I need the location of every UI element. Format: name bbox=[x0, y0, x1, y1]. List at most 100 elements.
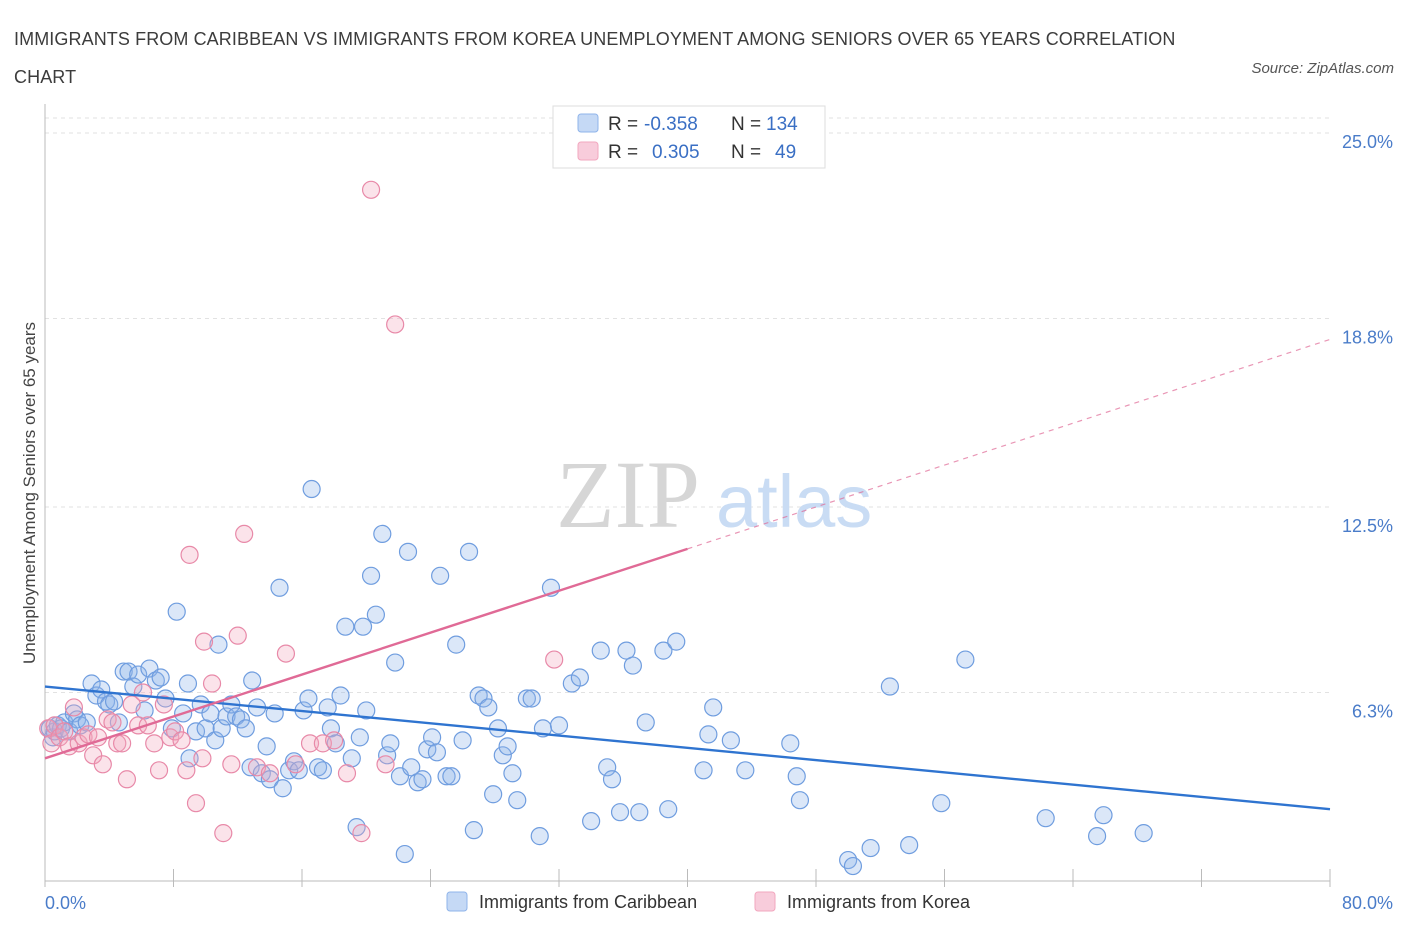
data-point bbox=[386, 653, 405, 672]
data-point bbox=[654, 641, 673, 660]
bottom-legend: Immigrants from Caribbean Immigrants fro… bbox=[446, 891, 971, 912]
y-tick-labels: 6.3% 12.5% 18.8% 25.0% bbox=[1342, 132, 1393, 722]
data-point bbox=[194, 632, 214, 651]
data-point bbox=[129, 665, 148, 684]
data-point bbox=[787, 767, 806, 786]
data-point bbox=[861, 838, 880, 858]
data-point bbox=[437, 767, 456, 786]
data-point bbox=[522, 689, 541, 708]
data-point bbox=[228, 626, 247, 645]
watermark-zip: ZIP bbox=[556, 441, 700, 548]
trend-line bbox=[44, 547, 688, 760]
data-point bbox=[366, 605, 385, 624]
data-point bbox=[100, 695, 119, 714]
data-point bbox=[459, 542, 479, 561]
data-point bbox=[900, 835, 919, 855]
trend-line-extension bbox=[687, 338, 1331, 550]
data-point bbox=[276, 644, 296, 663]
data-point bbox=[161, 728, 180, 747]
data-point bbox=[602, 770, 622, 789]
data-point bbox=[484, 785, 503, 804]
data-point bbox=[427, 743, 447, 762]
data-point bbox=[300, 734, 320, 753]
data-point bbox=[260, 764, 279, 783]
data-point bbox=[464, 821, 483, 840]
data-point bbox=[172, 731, 191, 750]
watermark: ZIP atlas bbox=[556, 441, 872, 548]
data-point bbox=[373, 524, 392, 544]
data-point bbox=[469, 686, 488, 705]
data-point bbox=[839, 850, 858, 870]
data-point bbox=[361, 180, 381, 199]
data-point bbox=[162, 719, 181, 738]
data-point bbox=[326, 734, 345, 753]
data-point bbox=[133, 683, 153, 702]
grid-lines bbox=[45, 117, 1330, 693]
data-point bbox=[112, 734, 132, 753]
series-korea-points bbox=[39, 180, 564, 843]
data-point bbox=[503, 764, 522, 783]
bottom-legend-label-caribbean: Immigrants from Caribbean bbox=[479, 892, 697, 912]
data-point bbox=[932, 794, 951, 813]
data-point bbox=[591, 641, 610, 660]
data-point bbox=[376, 755, 395, 774]
chart-title: IMMIGRANTS FROM CARIBBEAN VS IMMIGRANTS … bbox=[14, 29, 1176, 87]
data-point bbox=[395, 844, 414, 864]
data-point bbox=[694, 761, 713, 780]
data-point bbox=[699, 725, 718, 744]
data-point bbox=[408, 773, 427, 792]
data-point bbox=[453, 731, 472, 750]
data-point bbox=[1087, 827, 1107, 846]
data-point bbox=[413, 770, 432, 789]
data-point bbox=[352, 824, 371, 843]
legend-swatch-caribbean bbox=[577, 113, 599, 133]
data-point bbox=[180, 545, 199, 564]
data-point bbox=[302, 479, 321, 499]
data-point bbox=[167, 602, 186, 621]
data-point bbox=[517, 689, 536, 708]
data-point bbox=[92, 680, 111, 699]
chart-source: Source: ZipAtlas.com bbox=[1251, 60, 1394, 77]
data-point bbox=[843, 856, 863, 876]
data-point bbox=[214, 824, 233, 843]
data-point bbox=[402, 758, 421, 777]
data-point bbox=[347, 818, 366, 837]
data-point bbox=[166, 722, 185, 741]
bottom-legend-label-korea: Immigrants from Korea bbox=[787, 892, 971, 912]
legend-r-label-caribbean: R = bbox=[608, 114, 638, 135]
data-point bbox=[1036, 809, 1055, 828]
legend-n-value-caribbean: 134 bbox=[766, 114, 798, 135]
data-point bbox=[498, 737, 517, 756]
data-point bbox=[1094, 806, 1113, 825]
data-point bbox=[180, 749, 199, 768]
data-point bbox=[145, 734, 164, 753]
data-point bbox=[357, 701, 376, 720]
data-point bbox=[286, 755, 305, 774]
data-point bbox=[318, 698, 337, 717]
watermark-atlas: atlas bbox=[716, 460, 872, 543]
data-point bbox=[103, 713, 122, 732]
data-point bbox=[386, 315, 405, 334]
data-point bbox=[781, 734, 800, 753]
y-tick-label: 12.5% bbox=[1342, 516, 1393, 536]
data-point bbox=[212, 719, 231, 738]
data-point bbox=[570, 668, 589, 687]
data-point bbox=[270, 578, 289, 597]
data-point bbox=[336, 617, 355, 636]
axes bbox=[44, 104, 1331, 887]
y-tick-label: 25.0% bbox=[1342, 132, 1393, 152]
data-point bbox=[398, 542, 418, 561]
data-point bbox=[431, 566, 450, 585]
data-point bbox=[241, 758, 260, 777]
data-point bbox=[186, 794, 206, 813]
x-tick-label-max: 80.0% bbox=[1342, 893, 1393, 913]
data-point bbox=[704, 698, 723, 717]
legend-r-value-caribbean: -0.358 bbox=[644, 114, 698, 135]
data-point bbox=[582, 812, 601, 831]
data-point bbox=[104, 692, 124, 711]
data-point bbox=[378, 746, 397, 765]
data-point bbox=[114, 662, 133, 681]
data-point bbox=[659, 800, 678, 819]
data-point bbox=[109, 713, 128, 732]
